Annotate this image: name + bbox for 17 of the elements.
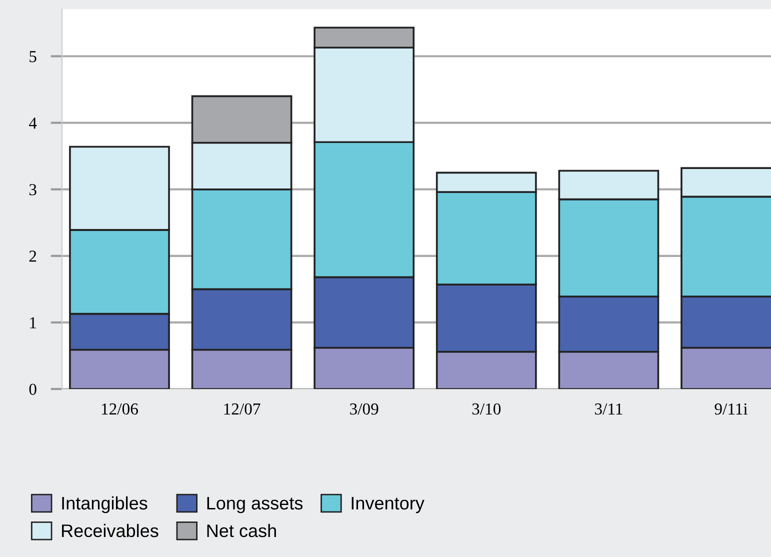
legend-label: Net cash — [207, 524, 276, 538]
legend-label: Intangibles — [62, 496, 148, 514]
legend-label: Inventory — [352, 497, 424, 514]
x-tick-label: 12/06 — [102, 403, 138, 415]
y-tick-label: 0 — [29, 384, 36, 395]
legend-label: Receivables — [62, 524, 158, 538]
x-tick-label: 3/11 — [595, 403, 622, 415]
y-tick-label: 3 — [29, 184, 36, 196]
x-tick-label: 9/11i — [714, 403, 748, 415]
y-tick-label: 4 — [28, 118, 37, 129]
y-tick-label: 1 — [30, 317, 36, 328]
x-tick-label: 12/07 — [224, 403, 260, 415]
x-tick-label: 3/09 — [350, 403, 378, 415]
legend-label: Long assets — [207, 497, 303, 514]
y-tick-label: 5 — [30, 51, 36, 62]
y-tick-label: 2 — [29, 250, 36, 262]
x-tick-label: 3/10 — [472, 403, 501, 415]
